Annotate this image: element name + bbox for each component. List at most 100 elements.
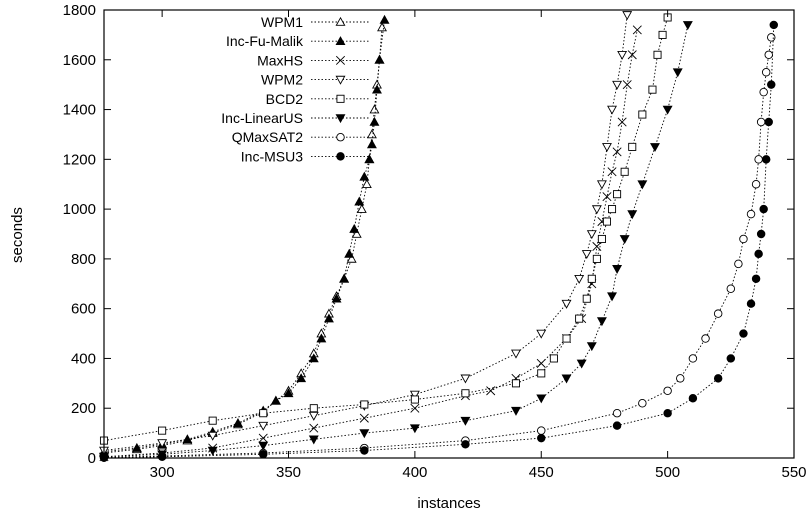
data-point	[754, 155, 763, 164]
data-point	[676, 374, 685, 383]
data-point	[617, 117, 627, 127]
data-point	[607, 105, 617, 115]
data-point	[756, 117, 766, 127]
data-point	[754, 249, 763, 259]
data-point	[536, 394, 547, 404]
data-point	[359, 429, 370, 439]
plot-frame	[103, 9, 795, 459]
data-point	[672, 68, 683, 78]
data-point	[663, 386, 672, 396]
data-point	[259, 450, 268, 459]
data-point	[592, 241, 602, 251]
data-point	[575, 314, 584, 323]
data-point	[460, 374, 471, 384]
data-point	[131, 442, 142, 452]
data-point	[612, 408, 622, 418]
data-point	[612, 147, 622, 157]
data-point	[259, 409, 268, 418]
data-point	[331, 293, 342, 303]
data-point	[366, 129, 377, 139]
data-point	[410, 395, 419, 404]
data-point	[258, 441, 269, 451]
legend-item: Inc-Fu-Malik	[226, 33, 370, 49]
legend-marker	[336, 152, 345, 161]
legend-label: BCD2	[266, 91, 304, 107]
data-point	[379, 14, 390, 24]
data-point	[461, 440, 470, 449]
series-line	[103, 14, 628, 451]
legend-marker	[335, 114, 346, 124]
data-point	[208, 416, 217, 425]
data-point	[602, 217, 611, 226]
data-point	[688, 354, 698, 363]
data-point	[756, 229, 766, 239]
legend-item: Inc-LinearUS	[221, 110, 370, 126]
data-point	[258, 433, 268, 443]
data-point	[359, 171, 370, 181]
data-point	[632, 25, 642, 35]
data-point	[537, 433, 546, 443]
legend-label: MaxHS	[257, 52, 303, 68]
data-point	[596, 317, 607, 327]
y-tick-label: 1600	[63, 52, 96, 69]
series-line	[103, 27, 383, 454]
y-tick-label: 200	[71, 400, 96, 417]
series-qmaxsat2	[99, 33, 776, 462]
data-point	[344, 248, 355, 258]
data-point	[726, 354, 736, 363]
data-point	[602, 192, 612, 202]
legend-marker	[335, 75, 346, 85]
data-point	[597, 234, 606, 243]
data-point	[377, 22, 387, 32]
data-point	[650, 143, 660, 153]
data-point	[511, 406, 521, 416]
data-point	[739, 329, 748, 338]
data-point	[612, 265, 623, 274]
data-point	[549, 354, 558, 363]
series-line	[103, 24, 775, 459]
data-point	[764, 117, 773, 127]
data-point	[283, 388, 294, 398]
data-point	[769, 20, 779, 30]
legend-item: QMaxSAT2	[232, 129, 370, 145]
legend-marker	[335, 16, 346, 26]
data-point	[627, 210, 638, 220]
data-point	[536, 358, 546, 368]
data-point	[751, 179, 761, 189]
legend-item: BCD2	[266, 91, 370, 107]
data-point	[359, 413, 369, 423]
data-point	[582, 294, 591, 303]
data-point	[356, 203, 367, 213]
data-point	[759, 204, 768, 214]
data-point	[587, 274, 596, 283]
data-point	[316, 333, 327, 343]
legend-marker	[336, 94, 345, 103]
data-point	[662, 105, 673, 115]
data-point	[537, 426, 546, 435]
data-point	[581, 250, 592, 260]
legend-item: MaxHS	[257, 52, 370, 68]
series-line	[103, 24, 689, 458]
y-tick-label: 1200	[63, 151, 96, 168]
data-point	[612, 80, 623, 90]
x-axis-title: instances	[417, 495, 480, 512]
data-point	[627, 50, 637, 60]
data-point	[682, 21, 693, 31]
data-point	[354, 196, 365, 206]
series-inc-msu3	[99, 20, 779, 462]
data-point	[486, 386, 496, 396]
data-point	[410, 403, 420, 413]
legend: WPM1 Inc-Fu-Malik MaxHS WPM2 BCD2 Inc-LinearU…	[221, 14, 370, 164]
data-point	[764, 50, 773, 60]
legend-item: WPM1	[261, 14, 370, 30]
data-point	[207, 446, 218, 456]
data-point	[409, 390, 420, 400]
x-tick-label: 300	[150, 464, 175, 481]
data-point	[701, 334, 710, 343]
data-point	[158, 426, 167, 435]
y-tick-label: 1400	[63, 102, 96, 119]
data-point	[746, 299, 756, 308]
data-point	[511, 379, 520, 388]
data-point	[726, 284, 736, 293]
legend-label: Inc-MSU3	[241, 148, 303, 164]
